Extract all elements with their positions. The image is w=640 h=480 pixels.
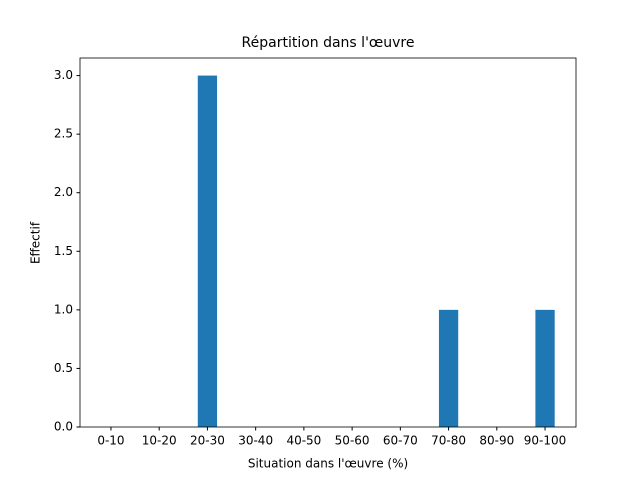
y-tick-label: 1.0 bbox=[54, 302, 73, 316]
bar bbox=[438, 309, 459, 427]
plot-frame bbox=[79, 57, 577, 428]
x-tick-label: 30-40 bbox=[238, 434, 273, 448]
x-tick-label: 80-90 bbox=[479, 434, 514, 448]
x-tick-label: 20-30 bbox=[190, 434, 225, 448]
x-tick-label: 0-10 bbox=[97, 434, 124, 448]
x-tick-label: 60-70 bbox=[383, 434, 418, 448]
x-axis-label: Situation dans l'œuvre (%) bbox=[248, 457, 408, 471]
x-tick-label: 70-80 bbox=[431, 434, 466, 448]
chart-title: Répartition dans l'œuvre bbox=[242, 35, 415, 51]
x-tick-label: 90-100 bbox=[524, 434, 567, 448]
y-tick-label: 2.0 bbox=[54, 185, 73, 199]
bar bbox=[535, 309, 555, 427]
x-tick-label: 10-20 bbox=[142, 434, 177, 448]
x-tick-label: 50-60 bbox=[335, 434, 370, 448]
y-axis-label: Effectif bbox=[29, 221, 43, 264]
y-tick-label: 2.5 bbox=[54, 127, 73, 141]
x-tick-label: 40-50 bbox=[286, 434, 321, 448]
y-tick-label: 1.5 bbox=[54, 244, 73, 258]
bar bbox=[197, 75, 218, 428]
y-tick-label: 0.0 bbox=[54, 420, 73, 434]
y-tick-label: 3.0 bbox=[54, 68, 73, 82]
y-tick-label: 0.5 bbox=[54, 361, 73, 375]
